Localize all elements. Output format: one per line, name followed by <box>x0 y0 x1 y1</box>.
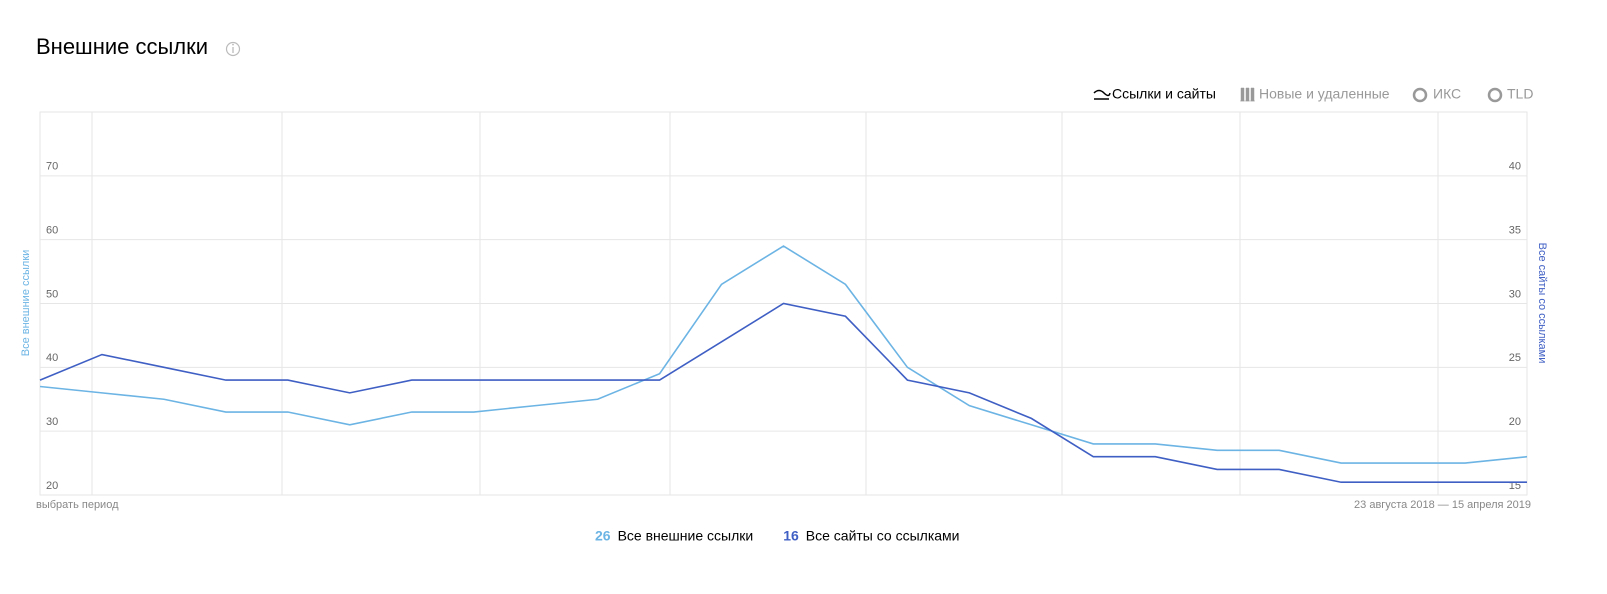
info-icon[interactable] <box>225 41 241 57</box>
y-tick-label: 30 <box>46 416 58 428</box>
y2-tick-label: 30 <box>1509 288 1521 300</box>
tab[interactable]: ИКС <box>1433 86 1461 102</box>
title: Внешние ссылки <box>36 34 208 59</box>
period-link[interactable]: выбрать период <box>36 499 119 511</box>
y-tick-label: 50 <box>46 288 58 300</box>
y2-tick-label: 40 <box>1509 161 1521 173</box>
legend-label: Все внешние ссылки <box>618 528 754 544</box>
tab-icon <box>1240 87 1255 102</box>
y-tick-label: 60 <box>46 225 58 237</box>
tab[interactable]: Новые и удаленные <box>1259 86 1390 102</box>
tab-icon <box>1093 89 1111 100</box>
period-range: 23 августа 2018 — 15 апреля 2019 <box>1354 499 1531 511</box>
tab[interactable]: Ссылки и сайты <box>1112 86 1216 102</box>
y2-tick-label: 35 <box>1509 225 1521 237</box>
y-tick-label: 70 <box>46 161 58 173</box>
tab-icon <box>1412 87 1428 103</box>
y2-tick-label: 20 <box>1509 416 1521 428</box>
legend-label: Все сайты со ссылками <box>806 528 960 544</box>
tab[interactable]: TLD <box>1507 86 1533 102</box>
y-axis-title: Все внешние ссылки <box>20 250 32 357</box>
series-line <box>39 245 1528 464</box>
legend-value: 26 <box>595 528 611 544</box>
tab-icon <box>1487 87 1503 103</box>
y-tick-label: 40 <box>46 352 58 364</box>
tabs: Ссылки и сайты Новые и удаленные ИКС TLD <box>1093 86 1533 103</box>
y-tick-label: 20 <box>46 480 58 492</box>
legend-value: 16 <box>783 528 799 544</box>
y2-axis-title: Все сайты со ссылками <box>1536 243 1548 364</box>
y2-tick-label: 25 <box>1509 352 1521 364</box>
series-line <box>39 302 1527 484</box>
